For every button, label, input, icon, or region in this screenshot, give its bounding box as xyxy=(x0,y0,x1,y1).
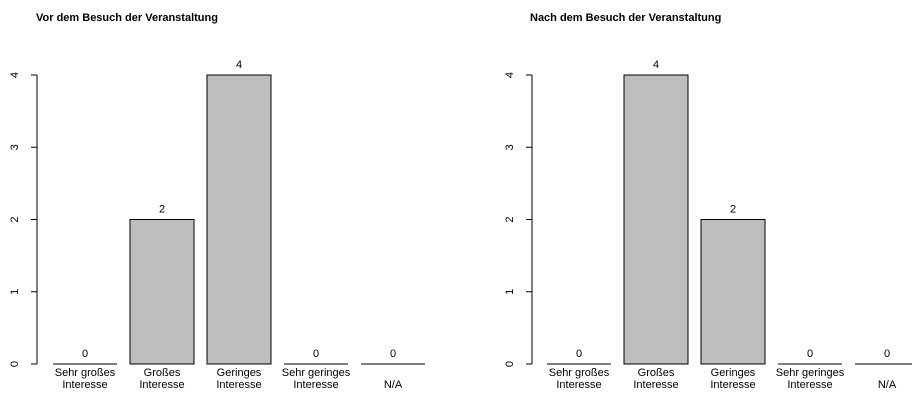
bar-value-label: 0 xyxy=(82,348,88,360)
y-tick-label: 4 xyxy=(504,72,516,78)
bar-value-label: 4 xyxy=(653,59,659,71)
y-tick-label: 3 xyxy=(9,144,21,150)
bar xyxy=(623,74,689,365)
x-category-label: Geringes Interesse xyxy=(216,367,261,391)
bar-value-label: 0 xyxy=(313,348,319,360)
x-category-label: Geringes Interesse xyxy=(710,367,755,391)
bar-value-label: 0 xyxy=(390,348,396,360)
x-category-label: Sehr großes Interesse xyxy=(549,367,610,391)
y-tick-label: 1 xyxy=(9,289,21,295)
y-tick-label: 3 xyxy=(504,144,516,150)
x-category-label: Sehr geringes Interesse xyxy=(282,367,351,391)
chart-title: Nach dem Besuch der Veranstaltung xyxy=(530,12,721,24)
y-tick-label: 2 xyxy=(9,216,21,222)
y-tick-label: 2 xyxy=(504,216,516,222)
x-category-label: Sehr geringes Interesse xyxy=(776,367,845,391)
bar-value-label: 0 xyxy=(807,348,813,360)
chart-title: Vor dem Besuch der Veranstaltung xyxy=(36,12,218,24)
y-tick-label: 4 xyxy=(9,72,21,78)
bar xyxy=(206,74,272,365)
x-category-label: N/A xyxy=(384,379,403,391)
x-category-label: Sehr großes Interesse xyxy=(55,367,116,391)
bar xyxy=(129,219,195,365)
bar-value-label: 2 xyxy=(730,204,736,216)
bar-value-label: 0 xyxy=(576,348,582,360)
x-category-label: N/A xyxy=(878,379,897,391)
x-category-label: Großes Interesse xyxy=(633,367,678,391)
chart-panel-before: Vor dem Besuch der Veranstaltung 0 1 2 3 4 0 Se… xyxy=(9,12,425,391)
y-tick-label: 0 xyxy=(9,361,21,367)
y-tick-label: 0 xyxy=(504,361,516,367)
chart-panel-after: Nach dem Besuch der Veranstaltung 0 1 2 3 4 0 S… xyxy=(504,12,912,391)
bar-value-label: 4 xyxy=(236,59,242,71)
y-tick-label: 1 xyxy=(504,289,516,295)
bar xyxy=(700,219,766,365)
bar-value-label: 0 xyxy=(884,348,890,360)
x-category-label: Großes Interesse xyxy=(139,367,184,391)
bar-value-label: 2 xyxy=(159,204,165,216)
